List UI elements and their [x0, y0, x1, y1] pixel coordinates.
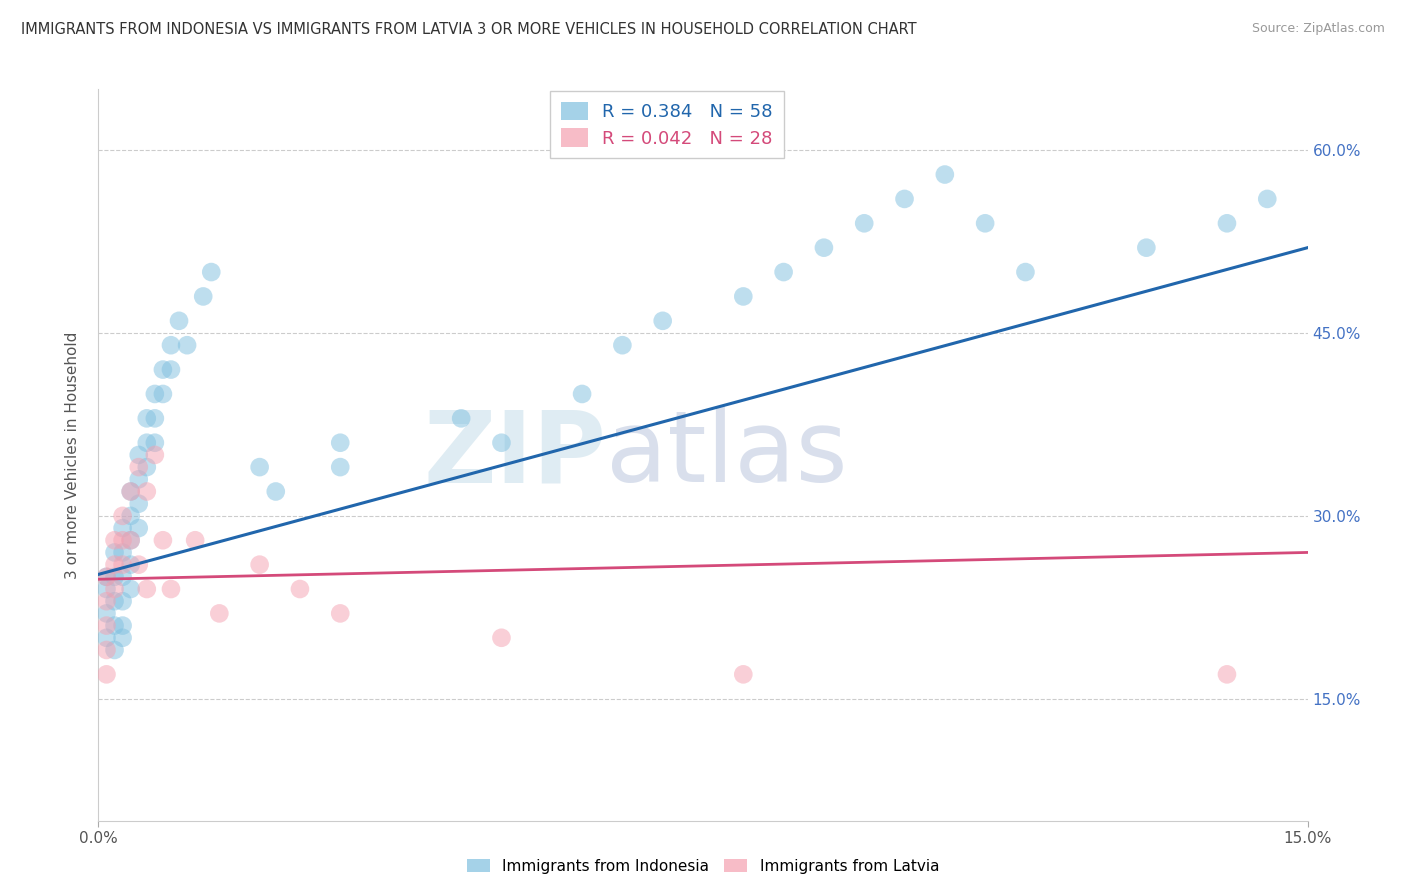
Point [571, 387, 593, 401]
Point [120, 484, 142, 499]
Point [135, 460, 157, 475]
Point [120, 484, 142, 499]
Point [111, 545, 134, 559]
Point [103, 643, 125, 657]
Point [111, 521, 134, 535]
Point [733, 667, 755, 681]
Point [103, 533, 125, 548]
Point [1256, 192, 1278, 206]
Point [135, 484, 157, 499]
Point [128, 521, 150, 535]
Point [143, 411, 166, 425]
Point [135, 582, 157, 596]
Point [120, 533, 142, 548]
Point [96, 667, 118, 681]
Point [120, 533, 142, 548]
Point [184, 533, 207, 548]
Point [974, 216, 997, 230]
Point [103, 570, 125, 584]
Point [128, 448, 150, 462]
Point [160, 362, 183, 376]
Point [120, 582, 142, 596]
Point [853, 216, 876, 230]
Point [135, 435, 157, 450]
Point [200, 265, 222, 279]
Point [329, 607, 352, 621]
Point [651, 314, 673, 328]
Point [249, 460, 271, 475]
Point [772, 265, 794, 279]
Point [1135, 241, 1157, 255]
Point [111, 533, 134, 548]
Point [111, 631, 134, 645]
Point [103, 558, 125, 572]
Point [813, 241, 835, 255]
Point [96, 643, 118, 657]
Point [329, 435, 352, 450]
Text: atlas: atlas [606, 407, 848, 503]
Point [111, 594, 134, 608]
Point [111, 558, 134, 572]
Point [160, 338, 183, 352]
Point [103, 582, 125, 596]
Point [103, 594, 125, 608]
Point [143, 435, 166, 450]
Legend: Immigrants from Indonesia, Immigrants from Latvia: Immigrants from Indonesia, Immigrants fr… [461, 853, 945, 880]
Point [249, 558, 271, 572]
Point [208, 607, 231, 621]
Point [135, 411, 157, 425]
Point [128, 472, 150, 486]
Point [491, 631, 513, 645]
Point [152, 387, 174, 401]
Point [733, 289, 755, 303]
Point [96, 594, 118, 608]
Point [128, 558, 150, 572]
Point [1216, 667, 1239, 681]
Point [152, 362, 174, 376]
Point [491, 435, 513, 450]
Point [143, 387, 166, 401]
Point [120, 508, 142, 523]
Point [612, 338, 634, 352]
Point [120, 558, 142, 572]
Point [96, 570, 118, 584]
Point [96, 618, 118, 632]
Point [103, 545, 125, 559]
Point [96, 607, 118, 621]
Point [103, 618, 125, 632]
Point [128, 497, 150, 511]
Text: ZIP: ZIP [423, 407, 606, 503]
Point [143, 448, 166, 462]
Point [450, 411, 472, 425]
Legend: R = 0.384   N = 58, R = 0.042   N = 28: R = 0.384 N = 58, R = 0.042 N = 28 [550, 91, 783, 159]
Point [160, 582, 183, 596]
Point [264, 484, 287, 499]
Point [167, 314, 190, 328]
Text: Source: ZipAtlas.com: Source: ZipAtlas.com [1251, 22, 1385, 36]
Point [128, 460, 150, 475]
Point [934, 168, 956, 182]
Point [111, 618, 134, 632]
Point [96, 631, 118, 645]
Point [96, 582, 118, 596]
Y-axis label: 3 or more Vehicles in Household: 3 or more Vehicles in Household [65, 331, 80, 579]
Point [111, 508, 134, 523]
Point [893, 192, 915, 206]
Point [288, 582, 311, 596]
Point [1216, 216, 1239, 230]
Point [96, 570, 118, 584]
Point [152, 533, 174, 548]
Point [329, 460, 352, 475]
Point [111, 570, 134, 584]
Point [176, 338, 198, 352]
Text: IMMIGRANTS FROM INDONESIA VS IMMIGRANTS FROM LATVIA 3 OR MORE VEHICLES IN HOUSEH: IMMIGRANTS FROM INDONESIA VS IMMIGRANTS … [21, 22, 917, 37]
Point [193, 289, 215, 303]
Point [1014, 265, 1036, 279]
